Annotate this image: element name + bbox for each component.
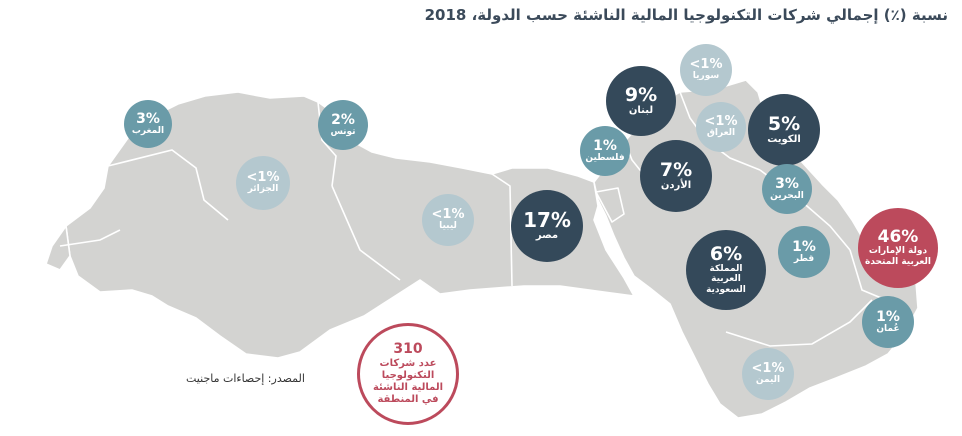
iraq-name: العراق	[706, 128, 736, 139]
tunisia-name: تونس	[330, 126, 356, 137]
palestine-value: 1%	[593, 137, 617, 154]
bubble-tunisia: 2% تونس	[318, 100, 368, 150]
bubble-uae: 46% دولة الإمارات العربية المتحدة	[858, 208, 938, 288]
jordan-value: 7%	[659, 158, 693, 181]
source-note: المصدر: إحصاءات ماجنيت	[186, 372, 305, 385]
libya-value: <1%	[431, 207, 465, 223]
tunisia-value: 2%	[331, 111, 355, 128]
oman-name: عُمان	[876, 323, 900, 334]
palestine-name: فلسطين	[585, 152, 625, 163]
egypt-value: 17%	[523, 208, 571, 233]
bubble-kuwait: 5% الكويت	[748, 94, 820, 166]
oman-value: 1%	[876, 308, 900, 325]
total-label: عدد شركات التكنولوجيا المالية الناشئة في…	[372, 357, 444, 405]
libya-name: ليبيا	[439, 221, 457, 232]
algeria-value: <1%	[246, 170, 280, 186]
bubble-bahrain: 3% البحرين	[762, 164, 812, 214]
qatar-name: قطر	[793, 253, 815, 264]
uae-value: 46%	[877, 227, 919, 248]
qatar-value: 1%	[792, 238, 816, 255]
yemen-value: <1%	[751, 361, 785, 377]
lebanon-value: 9%	[624, 83, 658, 106]
bubble-yemen: <1% اليمن	[742, 348, 794, 400]
total-value: 310	[393, 341, 423, 358]
sinai-peninsula	[595, 187, 625, 223]
bubble-egypt: 17% مصر	[511, 190, 583, 262]
north-africa-landmass	[65, 91, 635, 359]
kuwait-name: الكويت	[767, 133, 801, 145]
bahrain-name: البحرين	[770, 190, 804, 201]
bubble-iraq: <1% العراق	[696, 102, 746, 152]
bubble-lebanon: 9% لبنان	[606, 66, 676, 136]
algeria-name: الجزائر	[247, 184, 279, 195]
bahrain-value: 3%	[775, 175, 799, 192]
bubble-libya: <1% ليبيا	[422, 194, 474, 246]
bubble-saudi-arabia: 6% المملكة العربية السعودية	[686, 230, 766, 310]
bubble-qatar: 1% قطر	[778, 226, 830, 278]
western-sahara-coast	[45, 225, 71, 271]
jordan-name: الأردن	[660, 179, 692, 191]
syria-value: <1%	[689, 57, 723, 73]
syria-name: سوريا	[692, 71, 720, 82]
map-title: نسبة (٪) إجمالي شركات التكنولوجيا المالي…	[424, 6, 948, 24]
bubble-jordan: 7% الأردن	[640, 140, 712, 212]
bubble-oman: 1% عُمان	[862, 296, 914, 348]
saudi-name: المملكة العربية السعودية	[706, 263, 746, 295]
saudi-value: 6%	[709, 242, 743, 265]
egypt-name: مصر	[535, 230, 559, 242]
morocco-name: المغرب	[131, 125, 165, 136]
bubble-morocco: 3% المغرب	[124, 100, 172, 148]
bubble-palestine: 1% فلسطين	[580, 126, 630, 176]
morocco-value: 3%	[136, 110, 160, 127]
total-startups-badge: 310 عدد شركات التكنولوجيا المالية الناشئ…	[357, 323, 459, 425]
kuwait-value: 5%	[767, 112, 801, 135]
lebanon-name: لبنان	[628, 104, 654, 116]
iraq-value: <1%	[704, 114, 738, 130]
yemen-name: اليمن	[755, 375, 781, 386]
bubble-algeria: <1% الجزائر	[236, 156, 290, 210]
bubble-syria: <1% سوريا	[680, 44, 732, 96]
uae-name: دولة الإمارات العربية المتحدة	[865, 246, 931, 267]
